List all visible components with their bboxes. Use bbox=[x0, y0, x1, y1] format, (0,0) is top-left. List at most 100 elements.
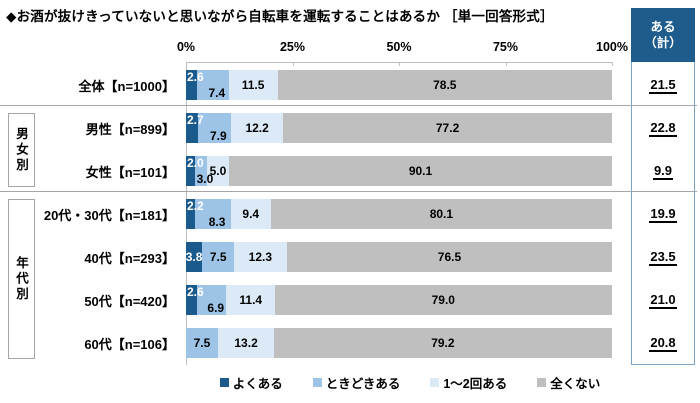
group-separator bbox=[0, 191, 697, 192]
bar-value-label: 7.5 bbox=[209, 250, 227, 264]
bar-value-label: 2.2 bbox=[187, 199, 204, 213]
chart-row: 50代【n=420】 2.6 6.9 11.4 79.0 bbox=[0, 279, 700, 322]
bar-segment-2 bbox=[202, 242, 235, 272]
category-label: 男性【n=899】 bbox=[85, 122, 175, 137]
aru-kei-column bbox=[631, 62, 695, 365]
bar-value-label: 79.2 bbox=[431, 336, 455, 350]
bar-value-label: 79.0 bbox=[431, 293, 455, 307]
bar-value-label: 78.5 bbox=[433, 78, 457, 92]
stacked-bar: 2.0 3.0 5.0 90.1 bbox=[186, 156, 613, 186]
legend-swatch-icon bbox=[219, 377, 229, 387]
x-axis-tick-label: 25% bbox=[279, 40, 306, 54]
bar-value-label: 2.6 bbox=[187, 70, 204, 84]
chart-row: 女性【n=101】 2.0 3.0 5.0 90.1 bbox=[0, 150, 700, 193]
aru-kei-cell: 21.0 bbox=[631, 279, 695, 322]
bar-segment-2 bbox=[194, 156, 208, 186]
legend-swatch-icon bbox=[430, 377, 440, 387]
bar-value-label: 7.5 bbox=[193, 336, 211, 350]
bar-value-label: 3.0 bbox=[196, 172, 214, 186]
bar-segment-1 bbox=[186, 70, 198, 100]
bar-value-label: 77.2 bbox=[435, 121, 460, 135]
bar-segment-4 bbox=[275, 285, 612, 315]
legend-item: 1～2回ある bbox=[430, 373, 507, 392]
stacked-bar: 2.6 7.4 11.5 78.5 bbox=[186, 70, 612, 100]
aru-kei-cell: 19.9 bbox=[631, 193, 695, 236]
category-label: 女性【n=101】 bbox=[85, 165, 175, 180]
legend-label: よくある bbox=[232, 376, 283, 391]
stacked-bar: 7.5 13.2 79.2 bbox=[186, 328, 612, 358]
bar-value-label: 12.2 bbox=[245, 121, 269, 135]
bar-segment-2 bbox=[195, 199, 231, 229]
aru-kei-cell: 20.8 bbox=[631, 322, 695, 365]
bar-value-label: 2.7 bbox=[187, 113, 204, 127]
aru-kei-header-line2: （計） bbox=[644, 36, 682, 50]
aru-kei-value: 19.9 bbox=[649, 206, 677, 223]
chart-title: ◆お酒が抜けきっていないと思いながら自転車を運転することはあるか ［単一回答形式… bbox=[6, 9, 554, 24]
bar-segment-4 bbox=[283, 113, 612, 143]
bar-segment-3 bbox=[217, 328, 275, 358]
bar-value-label: 90.1 bbox=[408, 164, 433, 178]
aru-kei-header-line1: ある bbox=[650, 20, 676, 34]
aru-kei-value: 22.8 bbox=[649, 120, 677, 137]
x-axis-tick bbox=[292, 62, 294, 66]
category-label: 20代・30代【n=181】 bbox=[43, 208, 175, 223]
bar-value-label: 7.4 bbox=[208, 86, 226, 100]
bar-value-label: 2.0 bbox=[187, 156, 204, 170]
group-separator bbox=[0, 105, 697, 106]
aru-kei-cell: 9.9 bbox=[631, 150, 695, 193]
x-axis-tick-label: 100% bbox=[596, 40, 628, 54]
bar-value-label: 3.8 bbox=[185, 250, 203, 264]
group-label-年代別: 年代別 bbox=[8, 199, 35, 359]
aru-kei-cell: 21.5 bbox=[631, 64, 695, 107]
x-axis-tick bbox=[186, 62, 187, 66]
legend-item: ときどきある bbox=[312, 373, 401, 392]
stacked-bar: 2.7 7.9 12.2 77.2 bbox=[186, 113, 612, 143]
bar-value-label: 9.4 bbox=[242, 207, 260, 221]
bar-segment-4 bbox=[286, 242, 613, 272]
bar-segment-2 bbox=[186, 328, 218, 358]
legend-item: よくある bbox=[219, 373, 283, 392]
bar-value-label: 7.9 bbox=[209, 129, 227, 143]
chart-row: 20代・30代【n=181】 2.2 8.3 9.4 80.1 bbox=[0, 193, 700, 236]
bar-value-label: 2.6 bbox=[187, 285, 204, 299]
category-label: 40代【n=293】 bbox=[84, 251, 175, 266]
category-label: 50代【n=420】 bbox=[84, 294, 175, 309]
x-axis-tick bbox=[505, 62, 507, 66]
bar-value-label: 11.4 bbox=[239, 293, 263, 307]
stacked-bar: 2.6 6.9 11.4 79.0 bbox=[186, 285, 612, 315]
aru-kei-value: 20.8 bbox=[649, 335, 677, 352]
category-label: 全体【n=1000】 bbox=[78, 79, 175, 94]
bar-segment-2 bbox=[197, 70, 229, 100]
bar-value-label: 76.5 bbox=[437, 250, 462, 264]
aru-kei-cell: 22.8 bbox=[631, 107, 695, 150]
bar-segment-4 bbox=[228, 156, 613, 186]
aru-kei-header: ある （計） bbox=[631, 8, 695, 62]
chart-row: 60代【n=106】 7.5 13.2 79.2 bbox=[0, 322, 700, 365]
category-label: 60代【n=106】 bbox=[84, 337, 175, 352]
bar-value-label: 11.5 bbox=[241, 78, 265, 92]
legend-label: ときどきある bbox=[325, 376, 401, 391]
bar-segment-3 bbox=[228, 70, 278, 100]
aru-kei-value: 21.0 bbox=[649, 292, 677, 309]
x-axis-tick bbox=[399, 62, 400, 66]
bar-segment-3 bbox=[226, 285, 276, 315]
aru-kei-cell: 23.5 bbox=[631, 236, 695, 279]
x-axis-tick bbox=[612, 62, 613, 66]
bar-segment-1 bbox=[186, 113, 198, 143]
bar-value-label: 5.0 bbox=[209, 164, 227, 178]
x-axis-tick-label: 50% bbox=[386, 40, 412, 54]
bar-segment-4 bbox=[277, 70, 612, 100]
chart-row: 全体【n=1000】 2.6 7.4 11.5 78.5 bbox=[0, 64, 700, 107]
bar-segment-1 bbox=[186, 285, 198, 315]
bar-segment-1 bbox=[186, 242, 203, 272]
legend-item: 全くない bbox=[537, 373, 600, 392]
bar-value-label: 6.9 bbox=[207, 301, 225, 315]
bar-segment-3 bbox=[207, 156, 229, 186]
legend-swatch-icon bbox=[312, 377, 322, 387]
bar-value-label: 80.1 bbox=[429, 207, 454, 221]
bar-value-label: 13.2 bbox=[234, 336, 258, 350]
group-label-男女別: 男女別 bbox=[8, 113, 35, 187]
chart-row: 男性【n=899】 2.7 7.9 12.2 77.2 bbox=[0, 107, 700, 150]
bar-segment-2 bbox=[197, 285, 227, 315]
